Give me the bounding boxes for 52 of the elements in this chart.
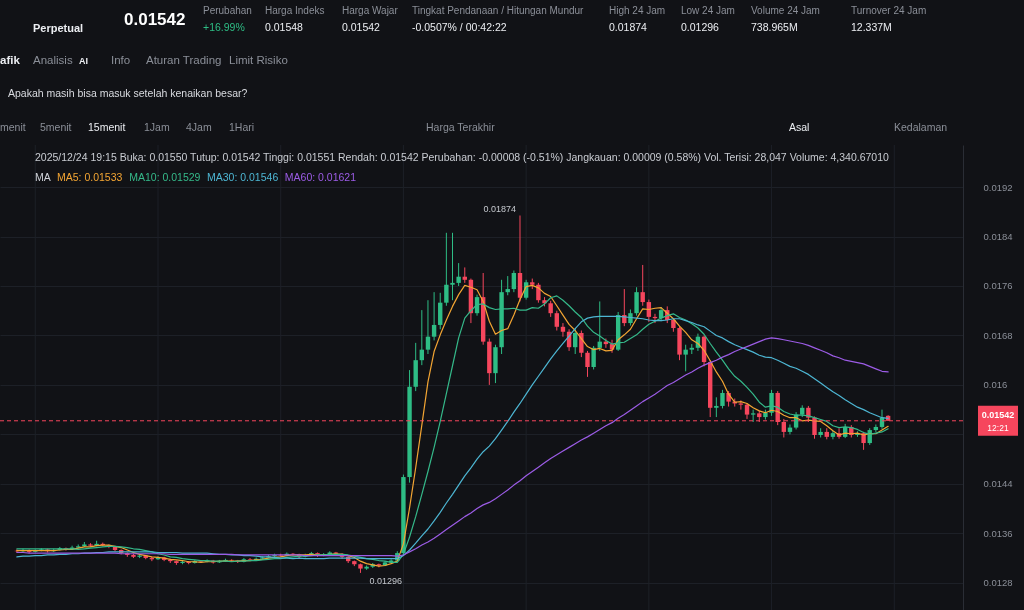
annotation: 0.01296	[369, 575, 403, 586]
text: afik	[0, 54, 21, 66]
text: Harga Wajar	[342, 5, 399, 16]
text: AI	[79, 56, 88, 66]
text: 0.01542	[981, 409, 1015, 420]
legend-title: MA	[35, 171, 51, 183]
text: Kedalaman	[894, 121, 948, 133]
text: Analisis	[33, 54, 73, 66]
text: Harga Terakhir	[426, 121, 496, 133]
text: 0.01296	[681, 21, 720, 33]
y-tick-label: 0.016	[983, 379, 1008, 391]
y-tick-label: 0.0136	[983, 527, 1013, 539]
text: 0.01542	[124, 10, 186, 29]
annotation: 0.01874	[483, 204, 516, 215]
annotation: 2025/12/24 19:15 Buka: 0.01550 Tutup: 0.01542 Tinggi: 0.01551 Rendah: 0.01542 Perubahan: -0.00008 (-0.51%) Jangkauan: 0.00009 (0.58%) Vol. Terisi: 28,047 Volume: 4,340.67010	[35, 151, 890, 163]
y-tick-label: 0.0128	[983, 577, 1013, 589]
text: +16.99%	[203, 21, 245, 33]
text: MA10: 0.01529	[129, 171, 201, 183]
text: 1Hari	[229, 121, 255, 133]
text: menit	[0, 121, 26, 133]
text: MA30: 0.01546	[207, 171, 279, 183]
text: Harga Indeks	[265, 5, 325, 16]
text: 12:21	[987, 422, 1009, 433]
text: Volume 24 Jam	[751, 5, 820, 16]
text: MA5: 0.01533	[57, 171, 123, 183]
text: 12.337M	[851, 21, 892, 33]
y-tick-label: 0.0184	[983, 231, 1013, 243]
text: 738.965M	[751, 21, 798, 33]
text: -0.0507% / 00:42:22	[412, 21, 507, 33]
text: Info	[111, 54, 131, 66]
text: Aturan Trading	[146, 54, 222, 66]
text: Limit Risiko	[229, 54, 288, 66]
text: Perpetual	[33, 22, 84, 34]
text: Asal	[789, 121, 810, 133]
text: 0.01542	[342, 21, 381, 33]
text: High 24 Jam	[609, 5, 666, 16]
text: Tingkat Pendanaan / Hitungan Mundur	[412, 5, 585, 16]
y-tick-label: 0.0176	[983, 280, 1013, 292]
text: 0.01874	[609, 21, 648, 33]
text: MA60: 0.01621	[284, 171, 357, 183]
text: Low 24 Jam	[681, 5, 735, 16]
y-tick-label: 0.0144	[983, 478, 1013, 490]
text: Apakah masih bisa masuk setelah kenaikan besar?	[8, 87, 248, 99]
text: 4Jam	[186, 121, 212, 133]
text: 1Jam	[144, 121, 170, 133]
text: 15menit	[88, 121, 126, 133]
y-tick-label: 0.0168	[983, 329, 1013, 341]
text: Perubahan	[203, 5, 252, 16]
text: 5menit	[40, 121, 72, 133]
text: 0.01548	[265, 21, 304, 33]
y-tick-label: 0.0192	[983, 181, 1013, 193]
text: Turnover 24 Jam	[851, 5, 927, 16]
